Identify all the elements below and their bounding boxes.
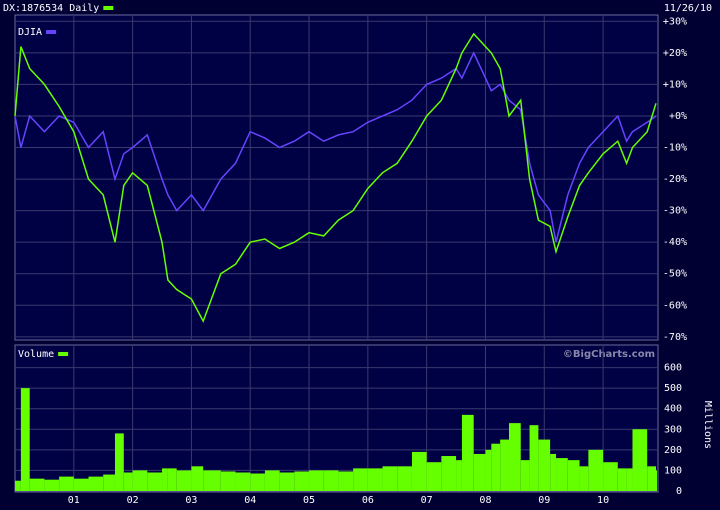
legend-swatch: [46, 30, 57, 34]
volume-bar: [617, 468, 627, 491]
y-tick-label: -60%: [663, 300, 687, 311]
volume-bar: [29, 478, 45, 491]
volume-bar: [579, 466, 589, 491]
volume-bar: [632, 429, 648, 491]
volume-bar: [567, 460, 580, 491]
x-tick-label: 06: [362, 495, 374, 506]
volume-bar: [323, 470, 339, 491]
y-tick-label: -70%: [663, 332, 687, 343]
volume-bar: [147, 472, 163, 491]
volume-bar: [556, 458, 568, 491]
volume-bar: [88, 476, 104, 491]
volume-bar: [456, 460, 462, 491]
volume-bar: [235, 472, 251, 491]
volume-bar: [59, 476, 74, 491]
volume-bar: [114, 433, 124, 491]
volume-bar: [550, 453, 557, 491]
volume-bar: [44, 479, 60, 491]
volume-bar: [279, 472, 295, 491]
volume-bar: [20, 388, 30, 491]
volume-bar: [367, 468, 383, 491]
volume-bar: [529, 425, 539, 491]
y-tick-label: +20%: [663, 48, 687, 59]
volume-bar: [508, 423, 521, 491]
y-tick-label: 500: [664, 383, 682, 394]
volume-bar: [461, 414, 474, 491]
x-tick-label: 01: [68, 495, 80, 506]
volume-bar: [656, 470, 657, 491]
volume-bar: [588, 449, 604, 491]
legend-label: DX:1876534 Daily: [3, 3, 99, 14]
y-tick-label: +30%: [663, 16, 687, 27]
y-tick-label: 600: [664, 363, 682, 374]
price-panel: [14, 14, 659, 341]
volume-bar: [15, 480, 21, 491]
x-tick-label: 08: [479, 495, 491, 506]
volume-bar: [411, 451, 427, 491]
x-tick-label: 10: [597, 495, 609, 506]
volume-bar: [220, 471, 236, 491]
volume-bar: [485, 449, 492, 491]
y-tick-label: 400: [664, 404, 682, 415]
date-label: 11/26/10: [664, 3, 712, 14]
y-tick-label: -50%: [663, 269, 687, 280]
y-tick-label: 100: [664, 465, 682, 476]
annotation: ©BigCharts.com: [563, 349, 655, 360]
volume-bar: [162, 468, 168, 491]
volume-bar: [73, 478, 89, 491]
volume-bar: [309, 470, 324, 491]
volume-bar: [167, 468, 177, 491]
y-tick-label: 200: [664, 445, 682, 456]
x-tick-label: 09: [538, 495, 550, 506]
volume-bar: [603, 462, 618, 491]
y-tick-label: -20%: [663, 174, 687, 185]
volume-bar: [397, 466, 412, 491]
volume-bar: [123, 472, 133, 491]
volume-bar: [250, 473, 265, 491]
volume-bar: [264, 470, 280, 491]
volume-bar: [382, 466, 398, 491]
volume-bar: [441, 456, 457, 491]
x-tick-label: 07: [421, 495, 433, 506]
y-tick-label: -40%: [663, 237, 687, 248]
volume-bar: [500, 439, 509, 491]
volume-bar: [191, 466, 204, 491]
line-series: [14, 32, 657, 323]
y-tick-label: 0: [676, 486, 682, 497]
volume-bar: [538, 439, 551, 491]
y-tick-label: +0%: [669, 111, 687, 122]
volume-bar: [626, 468, 633, 491]
x-tick-label: 03: [185, 495, 197, 506]
volume-bar: [353, 468, 368, 491]
volume-bar: [132, 470, 148, 491]
x-tick-label: 02: [127, 495, 139, 506]
line-series: [14, 51, 657, 243]
volume-bar: [338, 471, 354, 491]
y-tick-label: -30%: [663, 206, 687, 217]
volume-bar: [426, 462, 442, 491]
volume-bar: [473, 453, 486, 491]
y-axis-label: Millions: [702, 401, 713, 449]
volume-bar: [491, 443, 501, 491]
volume-bar: [176, 470, 192, 491]
x-tick-label: 05: [303, 495, 315, 506]
y-tick-label: 300: [664, 424, 682, 435]
x-tick-label: 04: [244, 495, 256, 506]
legend-label: Volume: [18, 349, 54, 360]
legend-swatch: [103, 6, 114, 10]
volume-bar: [203, 470, 221, 491]
legend-label: DJIA: [18, 27, 42, 38]
legend-swatch: [58, 352, 69, 356]
y-tick-label: +10%: [663, 79, 687, 90]
y-tick-label: -10%: [663, 143, 687, 154]
volume-bar: [103, 474, 115, 491]
volume-bar: [647, 466, 656, 491]
volume-bar: [520, 460, 530, 491]
volume-bar: [294, 471, 310, 491]
